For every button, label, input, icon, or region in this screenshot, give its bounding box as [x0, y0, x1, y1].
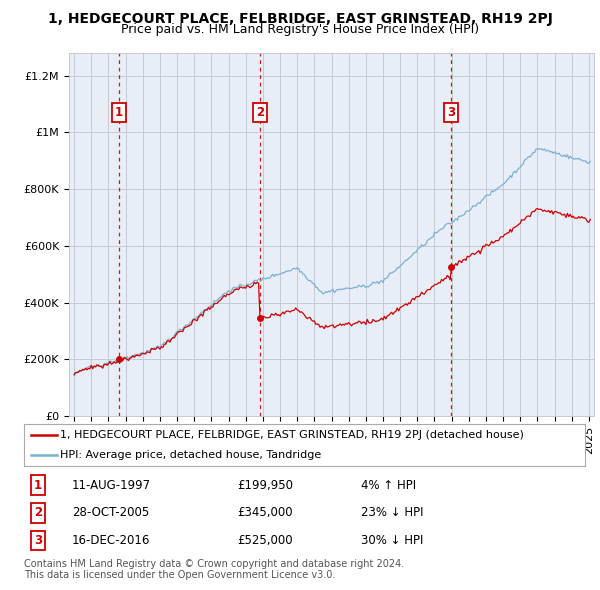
Text: 11-AUG-1997: 11-AUG-1997: [71, 478, 151, 491]
Text: 3: 3: [447, 106, 455, 119]
Text: £345,000: £345,000: [237, 506, 293, 519]
Text: 4% ↑ HPI: 4% ↑ HPI: [361, 478, 416, 491]
Text: £525,000: £525,000: [237, 534, 293, 547]
Text: 1, HEDGECOURT PLACE, FELBRIDGE, EAST GRINSTEAD, RH19 2PJ (detached house): 1, HEDGECOURT PLACE, FELBRIDGE, EAST GRI…: [61, 430, 524, 440]
Text: 1: 1: [34, 478, 42, 491]
Text: 1: 1: [115, 106, 123, 119]
Text: £199,950: £199,950: [237, 478, 293, 491]
Text: 1, HEDGECOURT PLACE, FELBRIDGE, EAST GRINSTEAD, RH19 2PJ: 1, HEDGECOURT PLACE, FELBRIDGE, EAST GRI…: [47, 12, 553, 26]
Text: 2: 2: [34, 506, 42, 519]
Text: 2: 2: [256, 106, 264, 119]
Text: 30% ↓ HPI: 30% ↓ HPI: [361, 534, 423, 547]
Text: 28-OCT-2005: 28-OCT-2005: [71, 506, 149, 519]
Text: 3: 3: [34, 534, 42, 547]
Text: Contains HM Land Registry data © Crown copyright and database right 2024.
This d: Contains HM Land Registry data © Crown c…: [24, 559, 404, 581]
Text: 16-DEC-2016: 16-DEC-2016: [71, 534, 150, 547]
Text: Price paid vs. HM Land Registry's House Price Index (HPI): Price paid vs. HM Land Registry's House …: [121, 23, 479, 36]
Text: 23% ↓ HPI: 23% ↓ HPI: [361, 506, 423, 519]
Text: HPI: Average price, detached house, Tandridge: HPI: Average price, detached house, Tand…: [61, 450, 322, 460]
